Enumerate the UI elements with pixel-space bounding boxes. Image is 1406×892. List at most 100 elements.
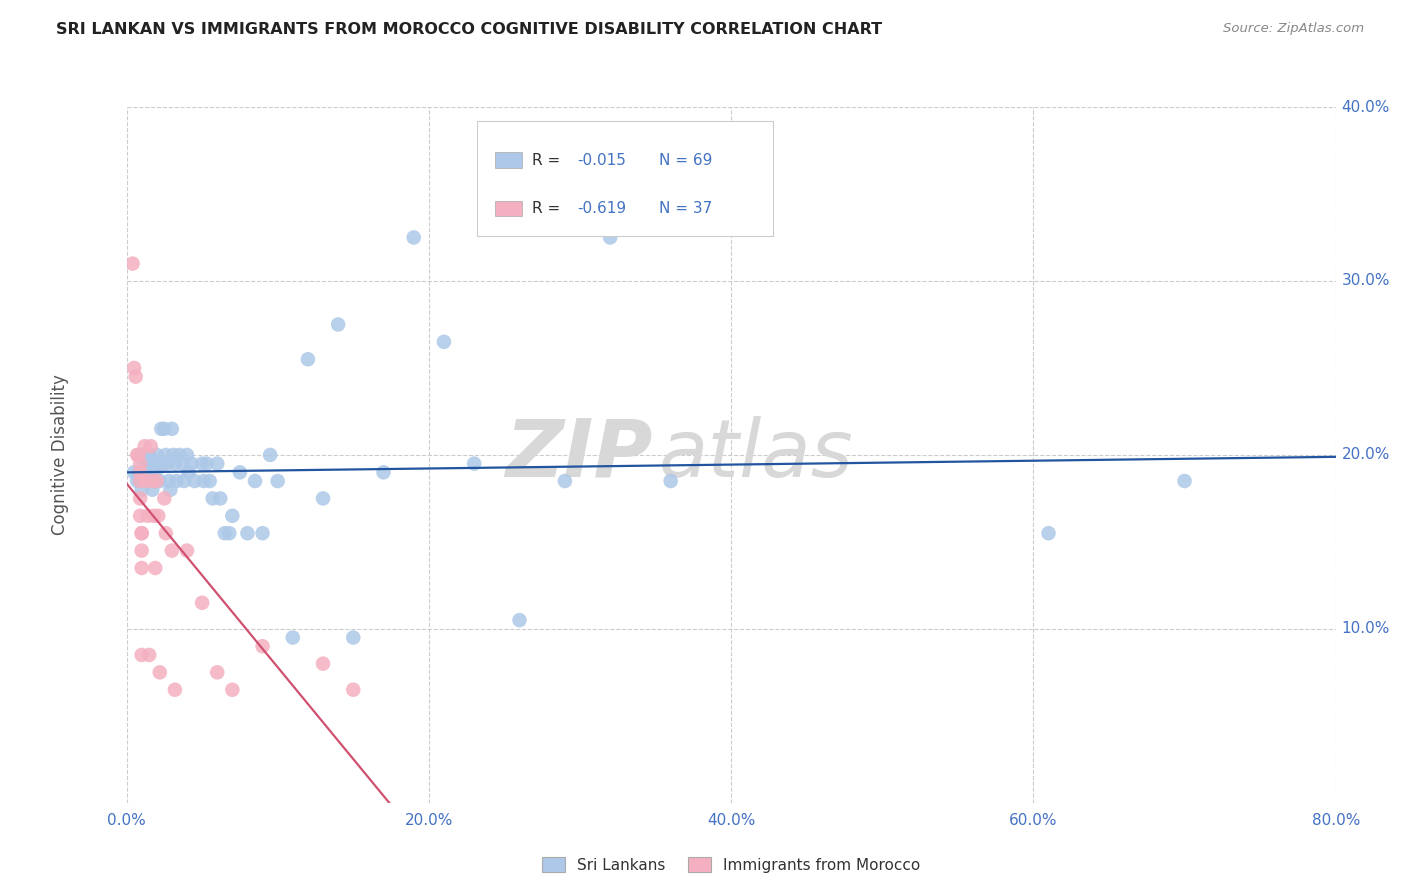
Point <box>148 457 170 471</box>
Point <box>142 474 165 488</box>
Point <box>122 466 145 480</box>
Text: R =: R = <box>531 153 565 168</box>
Point <box>191 457 214 471</box>
Text: -0.015: -0.015 <box>578 153 627 168</box>
Point <box>312 657 335 671</box>
Point <box>183 474 205 488</box>
Point <box>138 648 160 662</box>
Point <box>136 466 159 480</box>
Point <box>1173 474 1195 488</box>
Point <box>157 474 180 488</box>
Point <box>1038 526 1060 541</box>
Point <box>131 474 153 488</box>
Point <box>252 639 274 653</box>
Point <box>165 474 187 488</box>
Point <box>221 682 243 697</box>
Point <box>131 483 153 497</box>
Point <box>129 474 152 488</box>
Point <box>198 474 221 488</box>
Text: 40.0%: 40.0% <box>1341 100 1391 114</box>
Point <box>143 561 166 575</box>
Point <box>149 474 172 488</box>
Point <box>153 422 176 436</box>
Point <box>195 457 218 471</box>
Point <box>131 448 153 462</box>
Point <box>129 508 152 523</box>
Point <box>214 526 236 541</box>
Point <box>554 474 576 488</box>
Point <box>193 474 215 488</box>
Point <box>150 422 173 436</box>
Text: 30.0%: 30.0% <box>1341 274 1391 288</box>
Text: 10.0%: 10.0% <box>1341 622 1391 636</box>
Text: ZIP: ZIP <box>505 416 652 494</box>
Point <box>124 369 146 384</box>
Point <box>146 474 169 488</box>
Text: SRI LANKAN VS IMMIGRANTS FROM MOROCCO COGNITIVE DISABILITY CORRELATION CHART: SRI LANKAN VS IMMIGRANTS FROM MOROCCO CO… <box>56 22 883 37</box>
Point <box>129 457 152 471</box>
Point <box>142 508 165 523</box>
Point <box>326 318 350 332</box>
Point <box>267 474 290 488</box>
Point <box>159 483 181 497</box>
Point <box>176 543 198 558</box>
Point <box>162 448 184 462</box>
Point <box>129 466 152 480</box>
Point <box>243 474 266 488</box>
Point <box>176 448 198 462</box>
Text: Cognitive Disability: Cognitive Disability <box>51 375 69 535</box>
Point <box>163 682 186 697</box>
Point <box>433 334 456 349</box>
Legend: Sri Lankans, Immigrants from Morocco: Sri Lankans, Immigrants from Morocco <box>536 850 927 879</box>
Point <box>131 648 153 662</box>
Point <box>259 448 281 462</box>
Text: -0.619: -0.619 <box>578 201 627 216</box>
Point <box>252 526 274 541</box>
Point <box>169 448 191 462</box>
Point <box>131 543 153 558</box>
Point <box>141 474 163 488</box>
Point <box>229 466 252 480</box>
Point <box>129 491 152 506</box>
Text: R =: R = <box>531 201 565 216</box>
Point <box>153 491 176 506</box>
Point <box>143 466 166 480</box>
Point <box>312 491 335 506</box>
Point <box>131 526 153 541</box>
Point <box>373 466 395 480</box>
Point <box>138 474 160 488</box>
Point <box>135 474 157 488</box>
FancyBboxPatch shape <box>495 153 522 168</box>
Text: Source: ZipAtlas.com: Source: ZipAtlas.com <box>1223 22 1364 36</box>
Point <box>463 457 485 471</box>
Point <box>177 466 200 480</box>
Point <box>136 508 159 523</box>
Point <box>659 474 682 488</box>
Point <box>281 631 304 645</box>
Point <box>221 508 243 523</box>
Point <box>139 457 162 471</box>
Point <box>160 422 183 436</box>
Point <box>191 596 214 610</box>
Point <box>599 230 621 244</box>
Point <box>148 508 170 523</box>
Point <box>402 230 425 244</box>
Point <box>122 360 145 375</box>
Point <box>156 457 179 471</box>
Point <box>135 474 157 488</box>
Point <box>131 526 153 541</box>
Point <box>139 439 162 453</box>
Point <box>146 474 169 488</box>
Point <box>129 474 152 488</box>
Point <box>127 448 149 462</box>
Point <box>131 561 153 575</box>
Point <box>205 457 228 471</box>
Point <box>236 526 259 541</box>
Point <box>173 474 195 488</box>
Point <box>128 466 150 480</box>
Point <box>155 448 177 462</box>
Point <box>155 526 177 541</box>
Point <box>149 665 172 680</box>
FancyBboxPatch shape <box>477 121 773 235</box>
Point <box>209 491 232 506</box>
